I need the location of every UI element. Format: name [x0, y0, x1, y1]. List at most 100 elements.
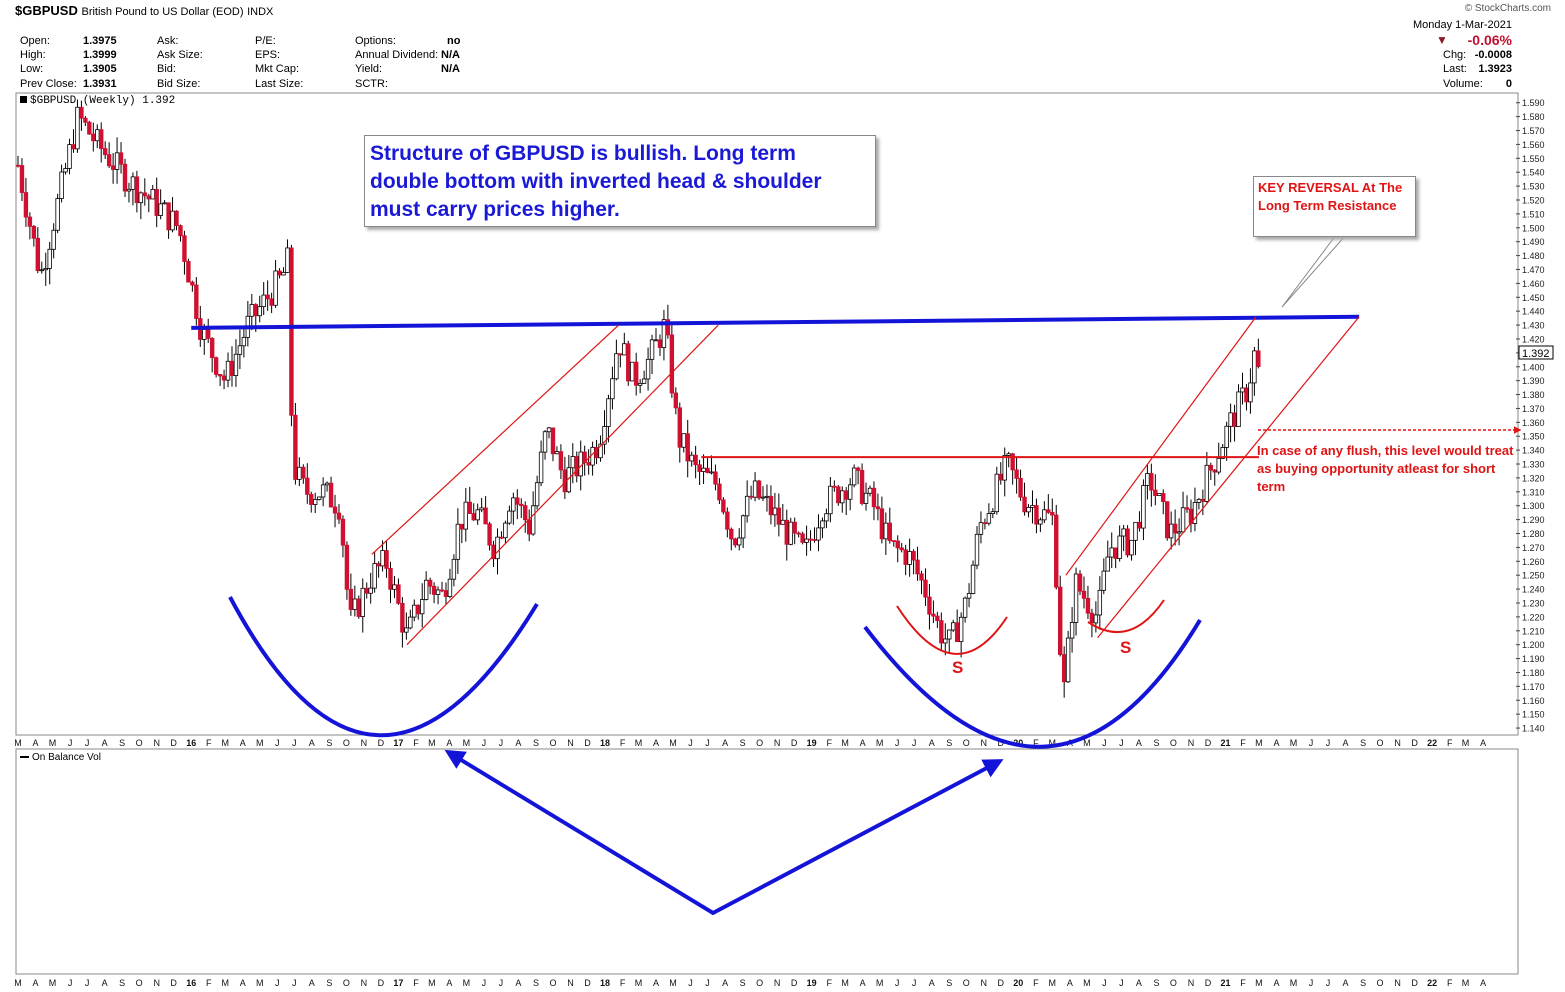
shoulder-arc-right — [1087, 599, 1165, 634]
y-tick-label: 1.250 — [1522, 571, 1545, 581]
x-tick-label: A — [1273, 978, 1279, 988]
candle-body — [939, 620, 944, 644]
x-tick-label: N — [774, 738, 781, 748]
x-tick-label: A — [515, 978, 521, 988]
y-tick-label: 1.160 — [1522, 696, 1545, 706]
candle-body — [364, 587, 369, 594]
x-tick-label: A — [240, 978, 246, 988]
candle-body — [697, 464, 702, 472]
price-legend: $GBPUSD (Weekly) 1.392 — [30, 95, 175, 107]
candle-body — [903, 549, 908, 565]
x-tick-label: O — [756, 738, 763, 748]
y-tick-label: 1.270 — [1522, 543, 1545, 553]
candle-body — [550, 427, 556, 455]
x-tick-label: F — [620, 738, 626, 748]
candle-body — [106, 154, 112, 167]
x-tick-label: A — [446, 738, 452, 748]
x-tick-label: 17 — [393, 738, 403, 748]
x-tick-label: N — [981, 978, 988, 988]
candle-body — [641, 378, 647, 384]
y-tick-label: 1.580 — [1522, 112, 1545, 122]
x-tick-label: O — [343, 978, 350, 988]
candle-body — [59, 171, 64, 199]
candle-body — [1073, 573, 1079, 623]
x-tick-label: 20 — [1013, 978, 1023, 988]
value-low: 1.3905 — [83, 63, 117, 75]
candle-body — [998, 473, 1003, 481]
candle-body — [538, 451, 544, 484]
x-tick-label: J — [85, 738, 90, 748]
candle-body — [265, 294, 270, 300]
x-tick-label: F — [1033, 978, 1039, 988]
candle-body — [626, 343, 631, 382]
x-tick-label: M — [14, 978, 22, 988]
x-tick-label: F — [413, 738, 419, 748]
candle-body — [653, 339, 659, 342]
candle-body — [439, 589, 445, 592]
y-tick-label: 1.490 — [1522, 237, 1545, 247]
label-yield: Yield: — [355, 63, 383, 75]
candle-body — [820, 520, 825, 529]
x-tick-label: M — [463, 978, 471, 988]
x-tick-label: A — [1480, 978, 1486, 988]
candle-body — [554, 451, 560, 455]
y-tick-label: 1.230 — [1522, 598, 1545, 608]
candle-body — [744, 495, 750, 517]
candle-body — [637, 382, 643, 386]
candle-body — [1002, 455, 1007, 481]
candle-body — [376, 563, 381, 567]
candle-body — [27, 216, 33, 227]
candle-body — [63, 168, 68, 173]
x-tick-label: A — [1273, 738, 1279, 748]
candle-body — [1192, 502, 1198, 524]
candle-body — [1054, 514, 1059, 588]
candle-body — [1216, 458, 1221, 473]
candle-body — [134, 176, 140, 204]
candle-body — [340, 518, 346, 546]
label-pe: P/E: — [255, 35, 276, 47]
x-tick-label: M — [1462, 978, 1470, 988]
candle-body — [725, 511, 730, 530]
candle-body — [388, 567, 393, 590]
candle-body — [1153, 489, 1158, 496]
candle-body — [927, 596, 932, 615]
candle-body — [324, 482, 330, 486]
x-tick-label: D — [584, 738, 591, 748]
candle-body — [1101, 570, 1106, 591]
x-tick-label: M — [49, 738, 57, 748]
candle-body — [99, 129, 104, 149]
candle-body — [1256, 350, 1261, 367]
candle-body — [431, 585, 437, 595]
candle-body — [705, 467, 710, 473]
candle-body — [158, 203, 163, 216]
x-tick-label: O — [963, 738, 970, 748]
candle-body — [1026, 506, 1031, 513]
x-tick-label: S — [533, 738, 539, 748]
candle-body — [404, 627, 409, 633]
candle-body — [1129, 539, 1134, 556]
x-tick-label: A — [309, 738, 315, 748]
candle-body — [1034, 505, 1039, 525]
x-tick-label: J — [1119, 978, 1124, 988]
x-tick-label: J — [705, 738, 710, 748]
x-tick-label: N — [361, 978, 368, 988]
x-tick-label: 18 — [600, 978, 610, 988]
candle-body — [416, 604, 421, 615]
candle-body — [737, 537, 742, 546]
value-annual-dividend: N/A — [441, 49, 460, 61]
value-high: 1.3999 — [83, 49, 117, 61]
x-tick-label: O — [1170, 738, 1177, 748]
candle-body — [154, 188, 159, 216]
x-tick-label: S — [1153, 738, 1159, 748]
trend-line-channel-2-lower — [1097, 316, 1360, 639]
x-tick-label: 21 — [1221, 738, 1231, 748]
candle-body — [1176, 531, 1182, 534]
x-tick-label: M — [49, 978, 57, 988]
y-tick-label: 1.200 — [1522, 640, 1545, 650]
x-tick-label: S — [119, 738, 125, 748]
candle-body — [285, 247, 290, 273]
candle-body — [459, 523, 465, 530]
candle-body — [832, 485, 837, 488]
y-tick-label: 1.220 — [1522, 612, 1545, 622]
candle-body — [1022, 496, 1027, 513]
